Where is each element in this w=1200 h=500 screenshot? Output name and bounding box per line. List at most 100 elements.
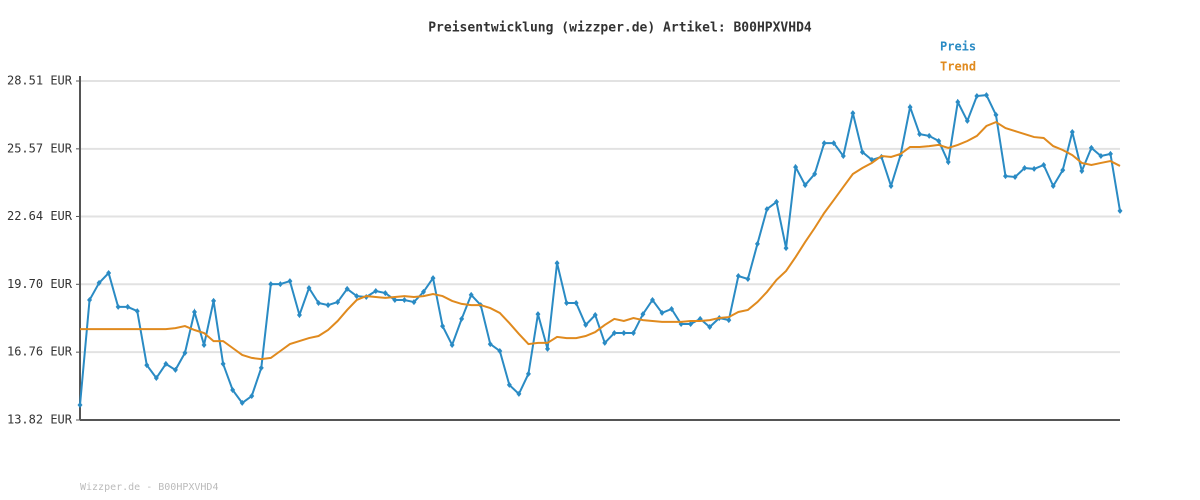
point-marker	[726, 317, 732, 324]
legend-label: Trend	[940, 60, 976, 74]
point-marker	[1117, 207, 1123, 214]
point-marker	[535, 311, 541, 318]
point-marker	[1022, 165, 1028, 171]
point-marker	[669, 306, 675, 312]
point-marker	[420, 288, 426, 295]
point-marker	[344, 285, 350, 292]
point-marker	[554, 260, 560, 267]
point-marker	[735, 273, 741, 279]
point-marker	[249, 393, 255, 399]
point-marker	[754, 240, 760, 247]
chart-title: Preisentwicklung (wizzper.de) Artikel: B…	[428, 21, 812, 36]
point-marker	[325, 302, 331, 309]
point-marker	[172, 366, 178, 373]
point-marker	[993, 111, 999, 118]
point-marker	[964, 117, 970, 124]
point-marker	[516, 390, 522, 397]
point-marker	[1069, 129, 1075, 135]
point-marker	[96, 279, 102, 286]
point-marker	[917, 131, 923, 138]
point-marker	[287, 278, 293, 285]
point-marker	[373, 288, 379, 294]
point-marker	[268, 281, 274, 288]
point-marker	[1060, 167, 1066, 174]
point-marker	[859, 149, 865, 156]
point-marker	[1050, 183, 1056, 189]
point-marker	[459, 315, 465, 322]
point-marker	[764, 206, 770, 213]
point-marker	[583, 321, 589, 328]
y-tick-label: 25.57 EUR	[7, 141, 73, 155]
point-marker	[974, 93, 980, 99]
point-marker	[850, 110, 856, 117]
point-marker	[611, 330, 617, 336]
point-marker	[1098, 153, 1104, 159]
point-marker	[487, 341, 493, 348]
point-marker	[497, 348, 503, 354]
point-marker	[602, 339, 608, 346]
point-marker	[411, 299, 417, 306]
point-marker	[649, 297, 655, 303]
point-marker	[821, 140, 827, 147]
point-marker	[831, 140, 837, 147]
y-tick-label: 28.51 EUR	[7, 74, 73, 88]
point-marker	[163, 360, 169, 367]
point-marker	[793, 164, 799, 171]
point-marker	[239, 399, 245, 406]
point-marker	[955, 99, 961, 105]
point-marker	[382, 290, 388, 297]
point-marker	[220, 360, 226, 367]
point-marker	[1012, 174, 1018, 180]
point-marker	[688, 321, 694, 327]
point-marker	[125, 303, 131, 310]
point-marker	[630, 330, 636, 336]
point-marker	[564, 300, 570, 306]
point-marker	[783, 245, 789, 252]
point-marker	[335, 299, 341, 306]
point-marker	[545, 345, 551, 352]
point-marker	[707, 324, 713, 330]
point-marker	[153, 375, 159, 381]
point-marker	[87, 297, 93, 303]
point-marker	[506, 381, 512, 388]
point-marker	[134, 308, 140, 315]
point-marker	[440, 323, 446, 330]
point-marker	[926, 132, 932, 139]
point-marker	[659, 309, 665, 316]
point-marker	[1107, 150, 1113, 157]
point-marker	[106, 270, 112, 276]
point-marker	[1079, 168, 1085, 174]
y-tick-label: 19.70 EUR	[7, 277, 73, 291]
point-marker	[745, 276, 751, 282]
legend-label: Preis	[940, 40, 976, 54]
point-marker	[1003, 173, 1009, 180]
point-marker	[640, 311, 646, 318]
point-marker	[430, 275, 436, 282]
point-marker	[907, 104, 913, 111]
point-marker	[983, 92, 989, 99]
point-marker	[316, 300, 322, 306]
point-marker	[1041, 162, 1047, 168]
point-marker	[115, 303, 121, 310]
point-marker	[621, 330, 627, 336]
y-tick-label: 22.64 EUR	[7, 209, 73, 223]
series-line	[80, 120, 1121, 361]
point-marker	[211, 297, 217, 304]
point-marker	[182, 349, 188, 356]
point-marker	[201, 342, 207, 348]
point-marker	[1088, 144, 1094, 151]
point-marker	[296, 312, 302, 318]
point-marker	[77, 402, 83, 408]
point-marker	[840, 153, 846, 159]
point-marker	[945, 159, 951, 165]
point-marker	[277, 281, 283, 288]
y-tick-label: 16.76 EUR	[7, 345, 73, 359]
point-marker	[392, 297, 398, 303]
point-marker	[401, 297, 407, 303]
point-marker	[306, 285, 312, 291]
footer: Wizzper.de - B00HPXVHD4	[80, 482, 218, 493]
point-marker	[191, 309, 197, 315]
point-marker	[144, 362, 150, 369]
point-marker	[525, 370, 531, 377]
